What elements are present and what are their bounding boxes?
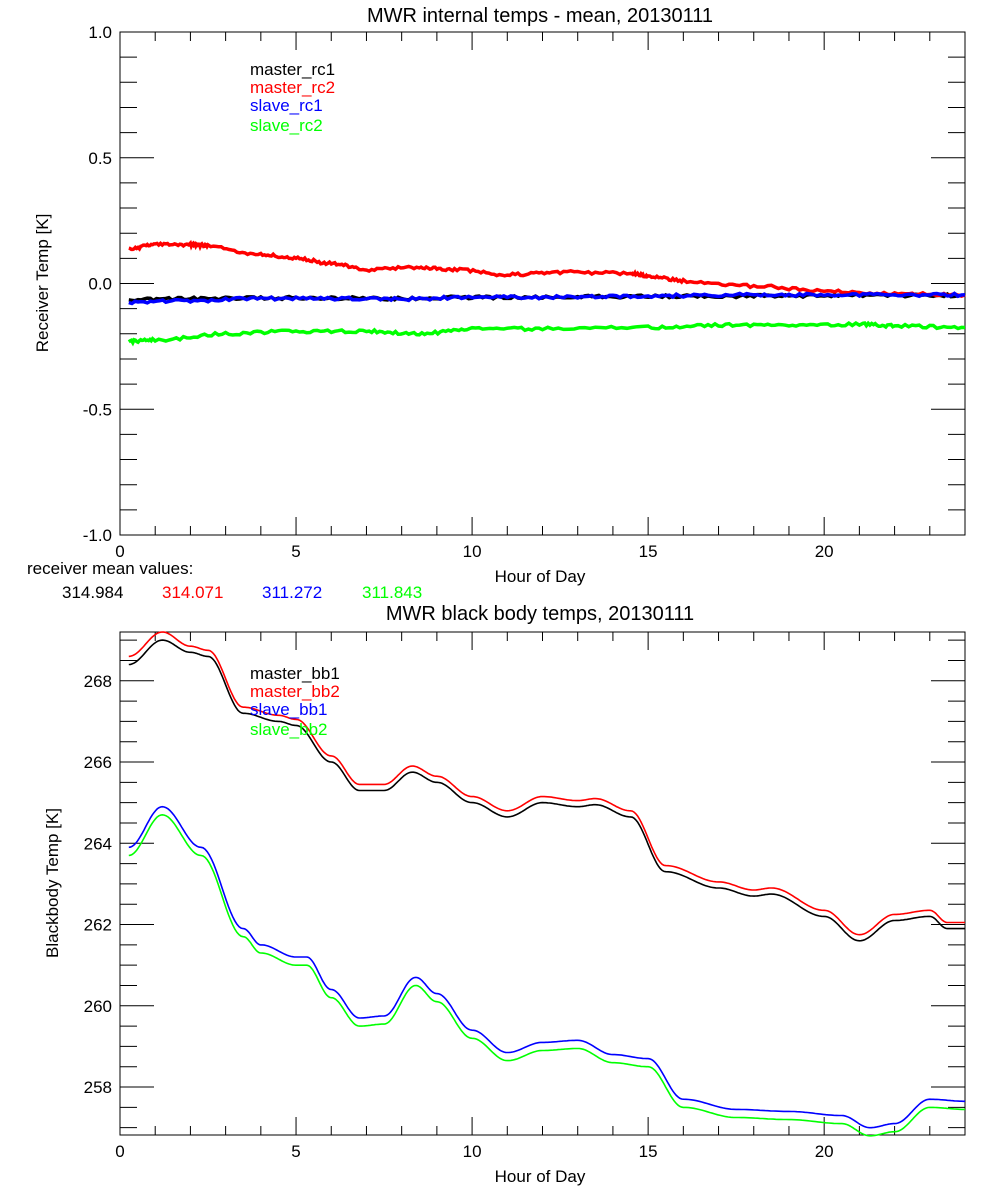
receiver-temps-panel: MWR internal temps - mean, 20130111 Hour… [27,5,965,602]
y-tick-label: 260 [84,997,112,1016]
x-tick-label: 15 [639,1142,658,1161]
legend-entry: master_bb1 [250,664,340,683]
receiver-mean-value: 311.272 [262,583,322,602]
y-tick-label: 264 [84,834,112,853]
legend-entry: master_rc1 [250,60,335,79]
series-line-master-rc2 [129,243,965,296]
y-axis-label: Receiver Temp [K] [33,214,52,353]
x-tick-label: 5 [291,1142,300,1161]
y-tick-label: 0.5 [88,149,112,168]
y-tick-label: -1.0 [83,526,112,545]
x-axis-label: Hour of Day [495,567,586,586]
legend-entry: master_bb2 [250,682,340,701]
y-tick-label: 1.0 [88,23,112,42]
x-tick-label: 0 [115,542,124,561]
x-tick-label: 15 [639,542,658,561]
y-axis-label: Blackbody Temp [K] [43,808,62,958]
y-tick-label: 0.0 [88,275,112,294]
series-line-slave-bb1 [129,807,965,1128]
plot-frame [120,32,965,535]
y-tick-label: 266 [84,753,112,772]
chart-title: MWR black body temps, 20130111 [386,603,694,625]
receiver-mean-label: receiver mean values: [27,559,193,578]
x-tick-label: 5 [291,542,300,561]
y-tick-label: 262 [84,916,112,935]
series-line-slave-rc2 [129,323,965,343]
receiver-mean-value: 314.071 [162,583,223,602]
legend-entry: slave_bb2 [250,720,328,739]
y-tick-label: 268 [84,672,112,691]
mwr-temps-figure: MWR internal temps - mean, 20130111 Hour… [0,0,1000,1200]
legend-entry: master_rc2 [250,78,335,97]
series-line-slave-bb2 [129,815,965,1136]
legend-entry: slave_rc1 [250,96,323,115]
receiver-mean-value: 314.984 [62,583,123,602]
y-tick-label: -0.5 [83,400,112,419]
y-tick-label: 258 [84,1078,112,1097]
blackbody-temps-panel: MWR black body temps, 20130111 Hour of D… [43,603,965,1186]
x-tick-label: 10 [463,542,482,561]
legend-entry: slave_rc2 [250,116,323,135]
chart-title: MWR internal temps - mean, 20130111 [367,5,713,27]
receiver-mean-value: 311.843 [362,583,422,602]
x-tick-label: 20 [815,542,834,561]
x-tick-label: 0 [115,1142,124,1161]
x-tick-label: 20 [815,1142,834,1161]
x-axis-label: Hour of Day [495,1167,586,1186]
legend-entry: slave_bb1 [250,700,328,719]
x-tick-label: 10 [463,1142,482,1161]
